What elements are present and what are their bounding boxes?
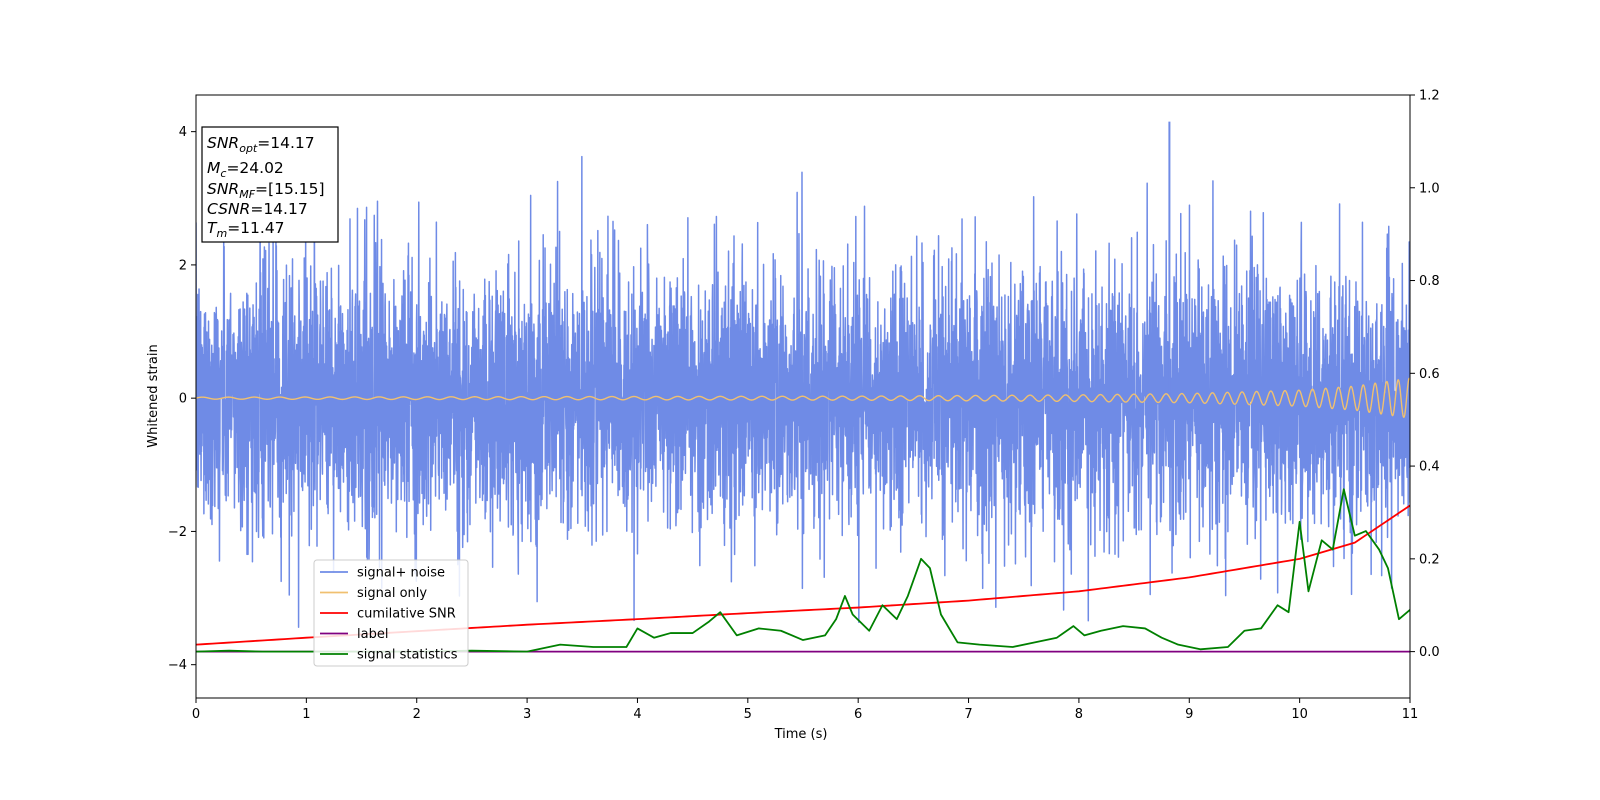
y-right-tick-label: 0.4 <box>1419 460 1440 475</box>
series-signal-only-line <box>196 377 1410 419</box>
legend-label: cumilative SNR <box>357 607 456 622</box>
info-line: Mc=24.02 <box>207 159 284 180</box>
info-lines: SNRopt=14.17 Mc=24.02SNRMF=[15.15]CSNR=14… <box>207 134 325 240</box>
x-tick-label: 6 <box>854 707 862 722</box>
y-left-tick-label: 0 <box>179 392 187 407</box>
x-tick-label: 3 <box>523 707 531 722</box>
series-signal-noise-line <box>196 155 1410 628</box>
y-right-tick-label: 0.6 <box>1419 367 1440 382</box>
info-box-frame <box>201 126 339 243</box>
x-tick-label: 1 <box>302 707 310 722</box>
y-right-tick-label: 0.2 <box>1419 552 1440 567</box>
x-tick-label: 9 <box>1185 707 1193 722</box>
x-tick-label: 10 <box>1291 707 1308 722</box>
y-right-tick-label: 1.2 <box>1419 89 1440 104</box>
y-left-tick-label: 4 <box>179 125 187 140</box>
x-axis-title: Time (s) <box>774 727 828 742</box>
x-tick-label: 0 <box>192 707 200 722</box>
y-right-tick-label: 1.0 <box>1419 181 1440 196</box>
legend-label: signal+ noise <box>357 566 445 581</box>
x-tick-label: 7 <box>964 707 972 722</box>
info-line: Tm=11.47 <box>207 219 285 240</box>
x-tick-label: 2 <box>413 707 421 722</box>
x-tick-label: 11 <box>1402 707 1419 722</box>
legend-items: signal+ noise signal only cumilative SNR la… <box>320 566 458 663</box>
plot-frame <box>195 94 1411 699</box>
ticks-layer: 0 1 2 3 4 5 6 7 8 9 10 11 4 2 0 −2 −4 1.2 1.0 0.8 0.6 0.4 0.2 0… <box>168 89 1440 723</box>
info-line: SNRopt=14.17 <box>207 134 315 155</box>
series-signal-statistics-line <box>196 488 1410 653</box>
x-tick-label: 5 <box>744 707 752 722</box>
x-tick-label: 8 <box>1075 707 1083 722</box>
legend-label: label <box>357 627 388 642</box>
y-right-tick-label: 0.8 <box>1419 274 1440 289</box>
y-left-tick-label: −4 <box>168 658 187 673</box>
info-line: CSNR=14.17 <box>207 200 308 218</box>
info-box: SNRopt=14.17 Mc=24.02SNRMF=[15.15]CSNR=14… <box>201 126 339 243</box>
y-left-tick-label: −2 <box>168 525 187 540</box>
y-left-tick-label: 2 <box>179 258 187 273</box>
y-right-tick-label: 0.0 <box>1419 645 1440 660</box>
legend-frame <box>313 559 469 667</box>
legend: signal+ noise signal only cumilative SNR la… <box>313 559 469 667</box>
y-axis-title: Whitened strain <box>146 344 161 447</box>
x-tick-label: 4 <box>633 707 641 722</box>
legend-label: signal statistics <box>357 648 458 663</box>
info-line: SNRMF=[15.15] <box>207 180 325 201</box>
legend-label: signal only <box>357 586 427 601</box>
